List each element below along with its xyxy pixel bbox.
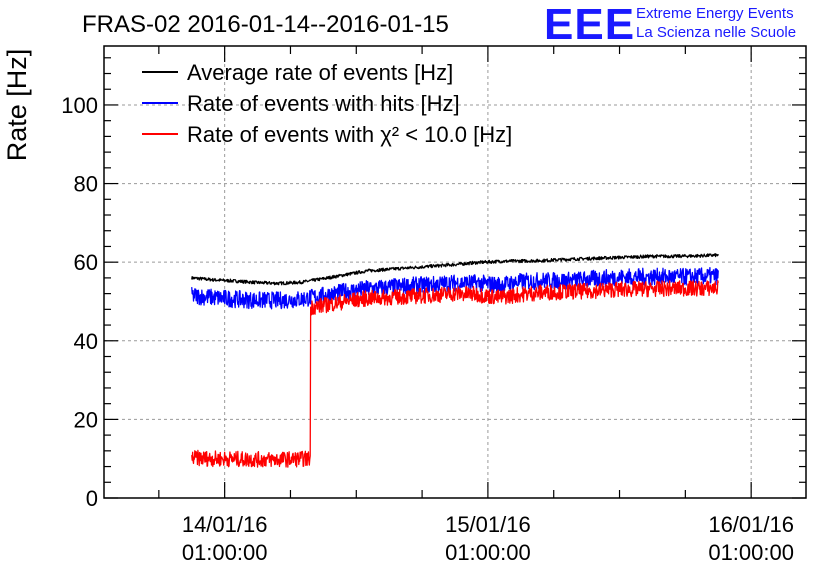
y-tick-label: 100 <box>61 93 98 118</box>
grid-lines <box>104 46 806 498</box>
x-tick-date: 15/01/16 <box>445 512 531 537</box>
y-tick-label: 0 <box>86 486 98 511</box>
legend: Average rate of events [Hz] Rate of even… <box>142 60 512 147</box>
y-tick-label: 80 <box>74 172 98 197</box>
eee-logo-line2: La Scienza nelle Scuole <box>636 24 796 41</box>
series-line-2 <box>191 280 719 468</box>
y-tick-label: 60 <box>74 250 98 275</box>
x-tick-time: 01:00:00 <box>708 540 794 565</box>
eee-logo-mark: EEE <box>544 0 635 49</box>
legend-label-average: Average rate of events [Hz] <box>187 60 453 85</box>
series-line-0 <box>191 253 719 286</box>
chart-title: FRAS-02 2016-01-14--2016-01-15 <box>82 11 449 38</box>
x-tick-date: 14/01/16 <box>182 512 268 537</box>
axes: 0 20 40 60 80 100 14/01/16 01:00:00 15/01/16 01:0… <box>61 45 807 565</box>
x-tick-time: 01:00:00 <box>445 540 531 565</box>
plot-frame <box>103 45 807 499</box>
y-axis-label: Rate [Hz] <box>2 49 32 162</box>
series-line-1 <box>191 267 719 310</box>
series-lines <box>191 253 719 468</box>
y-tick-label: 20 <box>74 407 98 432</box>
eee-logo: EEE Extreme Energy Events La Scienza nel… <box>544 0 796 49</box>
legend-label-chi2: Rate of events with χ² < 10.0 [Hz] <box>187 122 512 147</box>
y-tick-label: 40 <box>74 329 98 354</box>
x-tick-date: 16/01/16 <box>708 512 794 537</box>
legend-label-hits: Rate of events with hits [Hz] <box>187 91 460 116</box>
x-tick-time: 01:00:00 <box>182 540 268 565</box>
eee-logo-line1: Extreme Energy Events <box>636 5 794 22</box>
